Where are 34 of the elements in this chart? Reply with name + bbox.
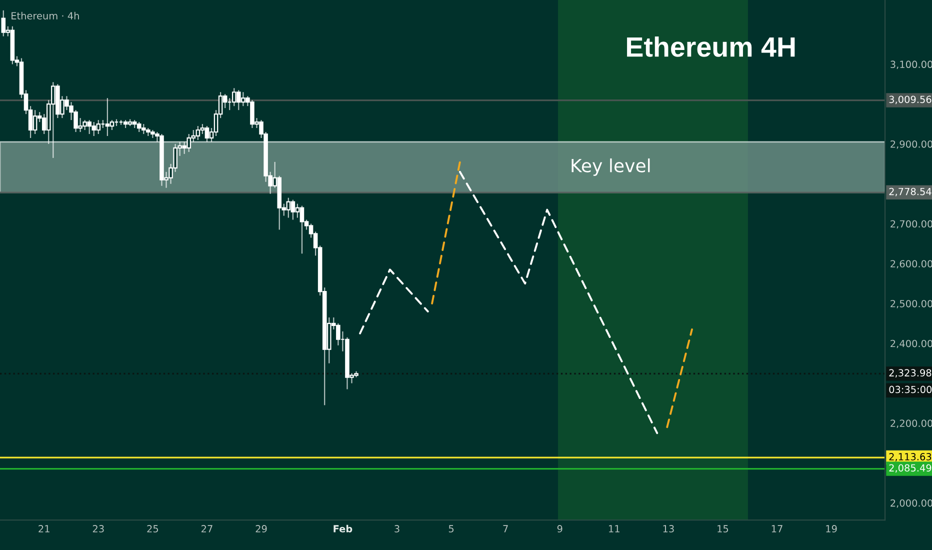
ref-line-label: 3,009.56 [889,96,932,104]
text: Ethereum 4H [627,36,795,57]
x-tick-label: 5 [448,525,454,532]
ref-line-label: 2,778.54 [889,188,932,196]
x-tick-label: 21 [38,525,50,532]
x-tick-label: 13 [663,525,674,532]
candlestick [290,199,296,220]
ref-line-label: 2,085.49 [889,464,932,473]
x-tick-label: 29 [256,525,267,532]
x-tick-label: 11 [609,525,620,532]
x-tick-label: 9 [557,525,562,532]
x-tick-label: 15 [718,525,728,532]
x-tick-label: 7 [503,525,508,532]
candlestick [300,205,304,254]
ref-line-label: 2,113.63 [889,453,932,462]
x-tick-label: 23 [92,525,104,532]
candlestick [196,125,200,141]
x-tick-label: 3 [394,525,400,532]
candlestick [105,98,110,137]
candlestick [295,203,300,218]
ref-line-label: 2,323.98 [889,369,932,378]
text: Ethereum · 4h [12,12,79,20]
x-tick-label: 17 [772,525,782,532]
candlestick [110,119,114,131]
x-tick-label: Feb [334,524,352,532]
x-tick-label: 19 [826,525,837,532]
candlestick [200,123,205,135]
band-label: Key level [572,158,650,176]
x-tick-label: 25 [147,525,158,532]
candlestick [204,125,210,143]
text: 03:35:00 [889,386,932,394]
candlestick [1,10,6,37]
candlestick [32,110,38,135]
x-tick-label: 27 [202,525,212,532]
